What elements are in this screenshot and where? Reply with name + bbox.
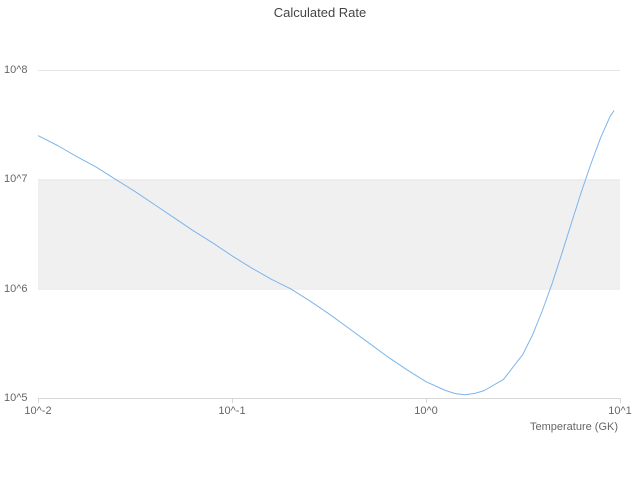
- chart-title: Calculated Rate: [273, 5, 367, 20]
- x-axis-title: Temperature (GK): [529, 421, 618, 433]
- series-line-calculated-rate: [37, 110, 615, 396]
- y-axis-alternate-band: [38, 179, 620, 289]
